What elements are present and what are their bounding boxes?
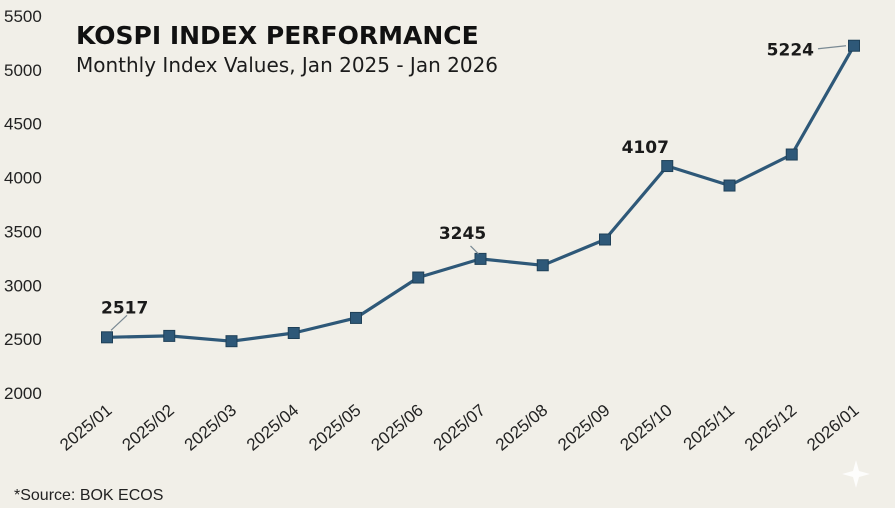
x-tick-label: 2025/07 <box>430 401 489 455</box>
data-label: 5224 <box>767 41 814 61</box>
x-tick-label: 2025/10 <box>617 401 676 455</box>
x-tick-label: 2025/11 <box>680 401 738 454</box>
series-group <box>101 39 860 348</box>
data-point-marker <box>101 331 113 344</box>
x-tick-label: 2025/09 <box>554 401 613 455</box>
x-tick-label: 2025/12 <box>741 401 800 455</box>
y-tick-label: 5000 <box>4 61 42 80</box>
data-point-marker <box>536 259 549 272</box>
x-axis-ticks: 2025/01 2025/02 2025/03 2025/04 2025/05 2025/… <box>56 401 862 455</box>
data-label: 4107 <box>622 138 669 158</box>
y-axis-ticks: 2000 2500 3000 3500 4000 4500 5000 5500 <box>4 7 42 403</box>
data-point-marker <box>785 148 798 161</box>
y-tick-label: 2000 <box>4 384 42 403</box>
data-point-marker <box>599 233 611 246</box>
data-point-marker <box>163 329 176 342</box>
x-tick-label: 2026/01 <box>803 401 862 455</box>
y-tick-label: 4500 <box>4 115 42 134</box>
data-label: 2517 <box>101 298 148 318</box>
data-point-marker <box>661 160 674 173</box>
x-tick-label: 2025/05 <box>305 401 364 455</box>
label-leader-line <box>110 314 128 331</box>
source-note: *Source: BOK ECOS <box>14 487 163 504</box>
data-point-marker <box>225 335 238 348</box>
y-tick-label: 5500 <box>4 7 42 26</box>
x-tick-label: 2025/08 <box>492 401 551 455</box>
x-tick-label: 2025/06 <box>368 401 427 455</box>
y-tick-label: 4000 <box>4 169 42 188</box>
data-labels: 2517 3245 4107 5224 <box>101 41 847 331</box>
x-tick-label: 2025/01 <box>56 401 115 455</box>
chart-subtitle: Monthly Index Values, Jan 2025 - Jan 202… <box>76 53 498 77</box>
chart-title: KOSPI INDEX PERFORMANCE <box>76 21 479 50</box>
sparkle-icon <box>842 460 870 488</box>
y-tick-label: 3500 <box>4 222 42 241</box>
data-point-marker <box>848 39 860 52</box>
series-line <box>105 44 856 343</box>
data-label: 3245 <box>439 224 486 244</box>
x-tick-label: 2025/04 <box>243 401 302 455</box>
data-point-marker <box>474 252 487 265</box>
data-point-marker <box>723 179 736 192</box>
data-point-marker <box>350 311 362 324</box>
label-leader-line <box>817 45 847 50</box>
label-leader-line <box>470 245 479 255</box>
x-tick-label: 2025/03 <box>181 401 240 455</box>
data-point-marker <box>287 327 300 340</box>
x-tick-label: 2025/02 <box>119 401 178 455</box>
y-tick-label: 3000 <box>4 276 42 295</box>
y-tick-label: 2500 <box>4 330 42 349</box>
data-point-marker <box>412 271 425 284</box>
